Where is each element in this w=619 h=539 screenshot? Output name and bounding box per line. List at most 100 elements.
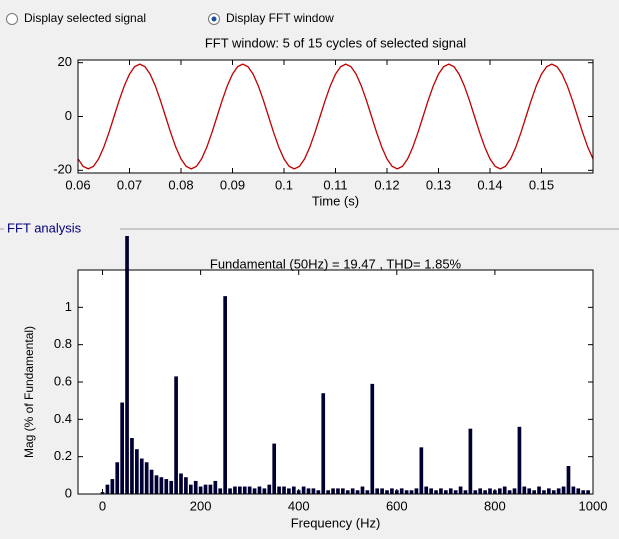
y-axis-label: Mag (% of Fundamental) <box>22 326 36 458</box>
bar <box>120 402 124 494</box>
bar <box>326 490 330 494</box>
bar <box>331 488 335 494</box>
bar <box>468 428 473 494</box>
bar <box>213 480 218 494</box>
x-tick-label: 0.13 <box>426 177 451 192</box>
bar <box>551 490 556 494</box>
x-axis-label: Frequency (Hz) <box>291 515 381 530</box>
bar <box>238 486 242 494</box>
y-tick-label: 0.4 <box>54 411 72 426</box>
bar <box>291 486 296 494</box>
plot-area <box>78 60 593 173</box>
bar <box>404 490 409 494</box>
bar <box>301 486 306 494</box>
bar <box>306 488 311 494</box>
bar <box>458 486 463 494</box>
bar <box>507 490 512 494</box>
bar <box>341 488 345 494</box>
bar <box>277 486 281 494</box>
axes-box <box>77 59 594 174</box>
bar <box>135 449 139 494</box>
bar <box>174 376 178 494</box>
bar <box>257 486 262 494</box>
y-tick-label: 0.8 <box>54 336 72 351</box>
bar <box>144 462 149 494</box>
bar <box>105 484 110 494</box>
bar <box>130 438 134 494</box>
bar <box>223 296 227 494</box>
y-tick-label: 1 <box>65 299 72 314</box>
bar <box>203 484 208 494</box>
bar <box>463 490 468 494</box>
bar <box>439 488 443 494</box>
bar <box>159 477 164 494</box>
bar <box>409 490 414 494</box>
bar <box>272 443 277 494</box>
bar <box>350 488 355 494</box>
bar <box>517 426 522 494</box>
bar <box>547 488 551 494</box>
bar <box>296 490 301 494</box>
bar <box>380 488 384 494</box>
x-tick-label: 0 <box>99 498 106 513</box>
x-tick-label: 600 <box>386 498 408 513</box>
x-tick-label: 0.12 <box>374 177 399 192</box>
bar <box>556 488 561 494</box>
bar <box>385 490 389 494</box>
x-tick-label: 0.11 <box>323 177 347 192</box>
x-axis-label: Time (s) <box>312 193 359 208</box>
bar <box>527 488 532 494</box>
bar <box>233 486 237 494</box>
bar <box>321 393 326 494</box>
bar <box>218 488 223 494</box>
bar <box>370 383 375 494</box>
x-tick-label: 0.09 <box>220 177 245 192</box>
bar <box>424 486 429 494</box>
bar <box>336 488 340 494</box>
bar <box>448 488 453 494</box>
bar <box>247 486 252 494</box>
x-tick-label: 1000 <box>579 498 608 513</box>
bar <box>110 479 115 494</box>
radio-label[interactable]: Display selected signal <box>24 11 146 25</box>
bar <box>287 488 291 494</box>
axes-box <box>77 269 594 495</box>
x-tick-label: 200 <box>190 498 212 513</box>
bar <box>365 490 370 494</box>
y-tick-label: -20 <box>53 162 72 177</box>
bar <box>282 486 286 494</box>
signal-line <box>78 63 593 170</box>
bar <box>429 488 433 494</box>
bar <box>453 490 458 494</box>
radio-button[interactable] <box>6 13 18 25</box>
bar <box>198 486 203 494</box>
bar <box>483 490 487 494</box>
bar <box>149 469 154 494</box>
bar <box>522 486 527 494</box>
bar <box>478 488 483 494</box>
bar <box>311 488 316 494</box>
panel-label-bg <box>4 221 120 237</box>
x-tick-label: 0.06 <box>65 177 90 192</box>
bar <box>375 488 380 494</box>
bar <box>242 486 247 494</box>
bar <box>267 484 272 494</box>
bar <box>390 488 394 494</box>
bar <box>169 480 174 494</box>
bar <box>512 488 517 494</box>
x-tick-label: 400 <box>288 498 310 513</box>
bar <box>193 480 198 494</box>
bar <box>125 236 129 494</box>
bar <box>100 492 105 494</box>
y-tick-label: 0 <box>65 108 72 123</box>
plot-area <box>78 270 593 494</box>
bar <box>115 462 120 494</box>
bar <box>139 458 144 494</box>
radio-label[interactable]: Display FFT window <box>226 11 334 25</box>
bar <box>252 488 257 494</box>
bar <box>262 488 267 494</box>
bar <box>208 484 213 494</box>
bar <box>537 486 541 494</box>
bar <box>345 490 350 494</box>
